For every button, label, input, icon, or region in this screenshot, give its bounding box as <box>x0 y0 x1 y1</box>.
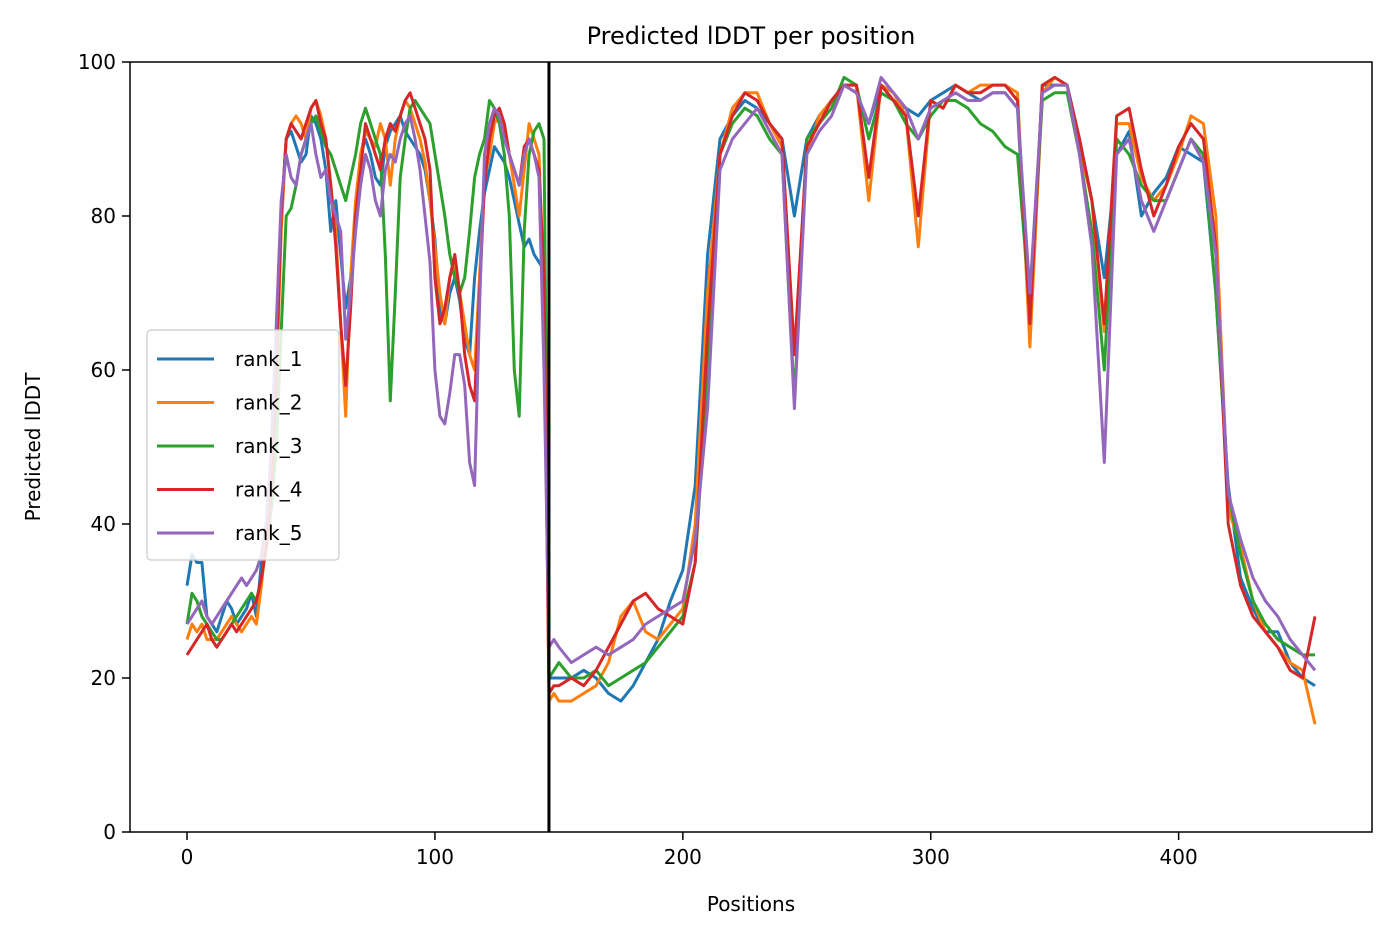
x-tick-label: 400 <box>1160 845 1198 869</box>
legend-label-rank-3: rank_3 <box>235 434 302 458</box>
x-tick-label: 100 <box>416 845 454 869</box>
chart-title: Predicted lDDT per position <box>587 22 916 50</box>
legend-label-rank-4: rank_4 <box>235 478 302 502</box>
y-tick-label: 40 <box>91 512 116 536</box>
plot-lines <box>185 75 1317 725</box>
x-tick-label: 300 <box>912 845 950 869</box>
y-tick-label: 0 <box>103 820 116 844</box>
plot-frame <box>129 61 1373 833</box>
y-tick-label: 80 <box>91 204 116 228</box>
x-axis-ticks: 0 100 200 300 400 <box>181 832 1198 869</box>
x-axis-label: Positions <box>707 892 795 916</box>
legend: rank_1 rank_2 rank_3 rank_4 rank_5 <box>146 329 340 561</box>
series-line-rank-5 <box>185 75 1317 672</box>
legend-label-rank-2: rank_2 <box>235 391 302 415</box>
legend-label-rank-1: rank_1 <box>235 347 302 371</box>
legend-box <box>146 329 340 561</box>
y-axis-label: Predicted lDDT <box>21 372 45 522</box>
y-tick-label: 20 <box>91 666 116 690</box>
x-tick-label: 0 <box>181 845 194 869</box>
y-axis-ticks: 0 20 40 60 80 100 <box>78 50 130 844</box>
x-tick-label: 200 <box>664 845 702 869</box>
y-tick-label: 100 <box>78 50 116 74</box>
legend-label-rank-5: rank_5 <box>235 521 302 545</box>
y-tick-label: 60 <box>91 358 116 382</box>
